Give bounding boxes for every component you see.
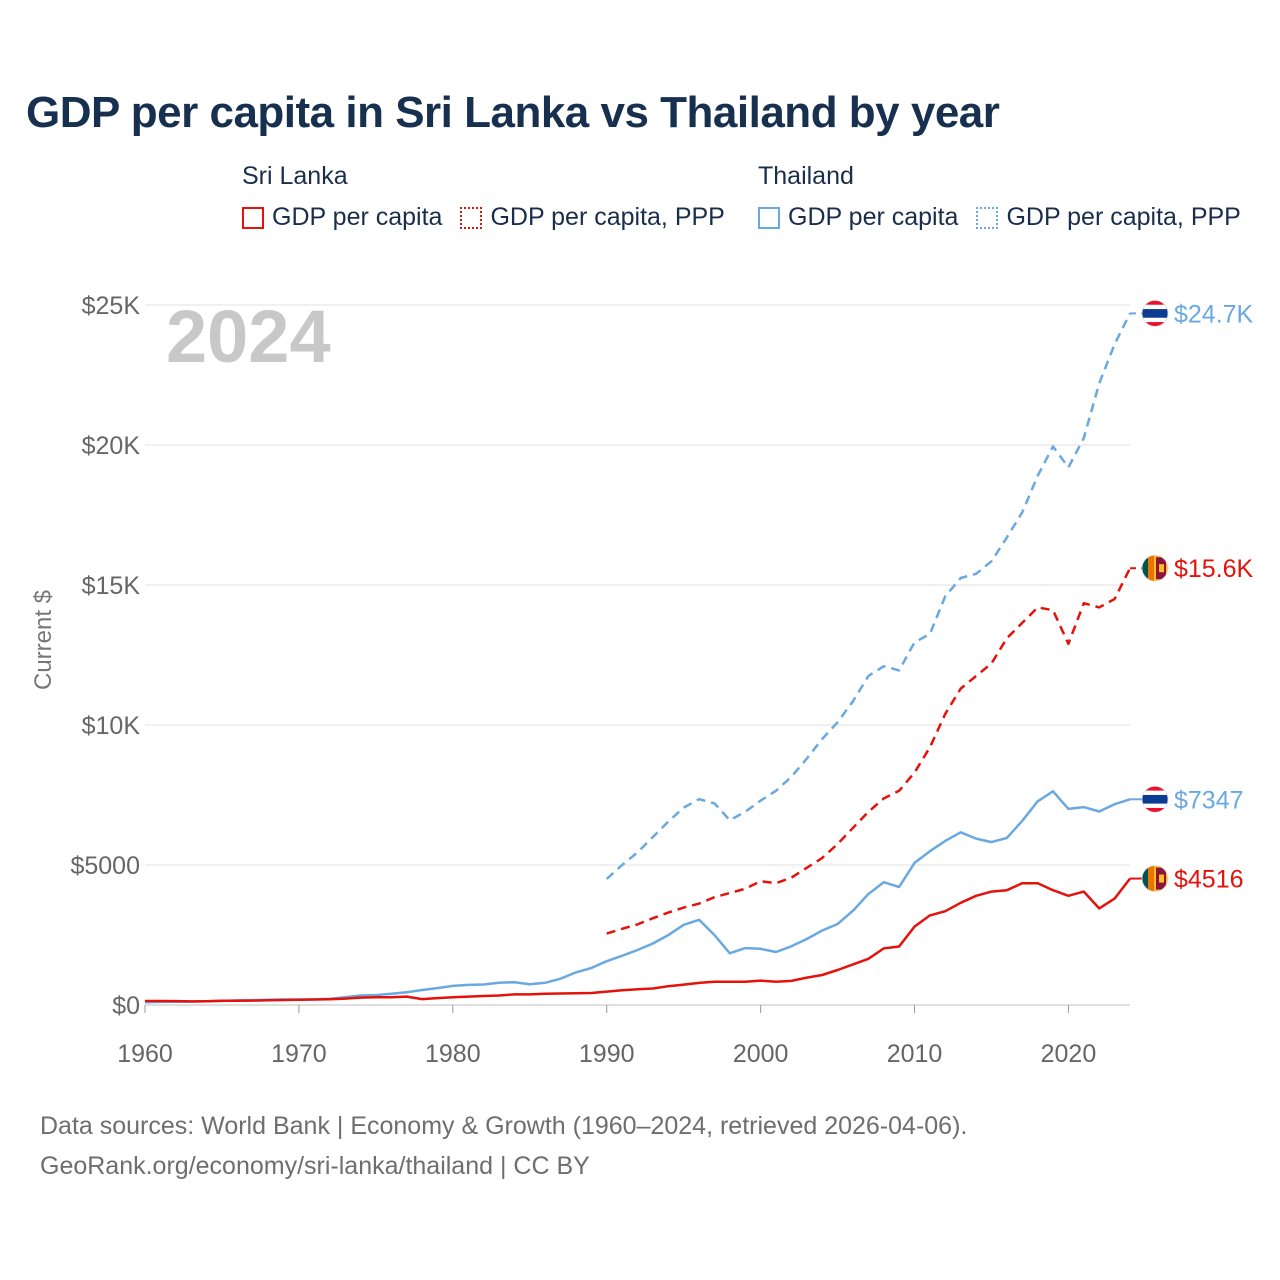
legend-group-thailand: Thailand GDP per capita GDP per capita, … [758, 162, 1241, 232]
sri-lanka-flag-icon [1141, 554, 1169, 582]
legend-swatch-dotted [460, 206, 483, 229]
y-axis-ticks: $0 $5000 $10K $15K $20K $25K [70, 292, 140, 1020]
y-tick-label: $10K [82, 712, 141, 740]
end-value-label: $4516 [1174, 866, 1244, 894]
legend-swatch-dotted [976, 206, 999, 229]
x-tick-label: 2010 [887, 1040, 943, 1068]
series-end-markers: $24.7K $15.6K $7347 $4516 [1130, 299, 1254, 894]
attribution-link[interactable]: GeoRank.org/economy/sri-lanka/thailand |… [40, 1152, 590, 1180]
legend-label: GDP per capita [788, 203, 959, 231]
y-tick-label: $0 [112, 992, 140, 1020]
legend-item-sri-lanka-gdp[interactable]: GDP per capita [242, 203, 442, 232]
legend-group-name: Sri Lanka [242, 162, 348, 190]
y-tick-label: $20K [82, 432, 141, 460]
chart-title: GDP per capita in Sri Lanka vs Thailand … [26, 88, 1000, 137]
series-line-sri-lanka-gdp-per-capita[interactable] [145, 877, 1131, 1003]
legend-group-name: Thailand [758, 162, 854, 190]
y-tick-label: $5000 [70, 852, 140, 880]
data-sources: Data sources: World Bank | Economy & Gro… [40, 1112, 968, 1140]
legend-item-sri-lanka-gdp-ppp[interactable]: GDP per capita, PPP [460, 203, 725, 232]
x-tick-label: 1960 [117, 1040, 173, 1068]
end-value-label: $7347 [1174, 786, 1244, 814]
end-value-label: $15.6K [1174, 555, 1254, 583]
y-axis-title: Current $ [30, 590, 57, 690]
x-tick-label: 1970 [271, 1040, 327, 1068]
series-line-sri-lanka-gdp-per-capita-ppp[interactable] [606, 567, 1132, 935]
gridlines [145, 304, 1130, 1006]
x-tick-label: 1980 [425, 1040, 481, 1068]
series-line-thailand-gdp-per-capita[interactable] [144, 790, 1131, 1004]
y-tick-label: $25K [82, 292, 141, 320]
x-tick-label: 2020 [1041, 1040, 1097, 1068]
x-axis-ticks: 1960 1970 1980 1990 2000 2010 2020 [117, 1005, 1096, 1068]
legend-label: GDP per capita [272, 203, 443, 231]
footer: Data sources: World Bank | Economy & Gro… [40, 1106, 967, 1186]
legend-swatch-solid [242, 206, 264, 229]
legend-item-thailand-gdp-ppp[interactable]: GDP per capita, PPP [976, 203, 1241, 232]
legend-group-sri-lanka: Sri Lanka GDP per capita GDP per capita,… [242, 162, 743, 232]
x-tick-label: 1990 [579, 1040, 635, 1068]
series-lines [144, 312, 1132, 1004]
series-line-thailand-gdp-per-capita-ppp[interactable] [605, 312, 1132, 880]
legend-label: GDP per capita, PPP [490, 203, 725, 231]
y-tick-label: $15K [82, 572, 141, 600]
x-tick-label: 2000 [733, 1040, 789, 1068]
thailand-flag-icon [1141, 299, 1169, 327]
sri-lanka-flag-icon [1141, 865, 1169, 892]
legend-item-thailand-gdp[interactable]: GDP per capita [758, 203, 958, 232]
legend-swatch-solid [758, 206, 780, 229]
end-value-label: $24.7K [1174, 300, 1254, 328]
legend-label: GDP per capita, PPP [1006, 203, 1241, 231]
thailand-flag-icon [1141, 785, 1169, 813]
year-watermark: 2024 [166, 295, 331, 378]
